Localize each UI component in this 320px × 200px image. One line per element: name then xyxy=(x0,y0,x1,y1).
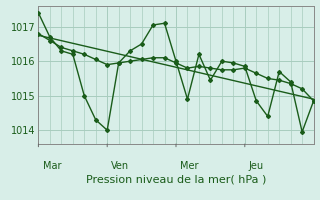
Text: Mar: Mar xyxy=(43,161,61,171)
Text: Mer: Mer xyxy=(180,161,199,171)
Text: Ven: Ven xyxy=(111,161,130,171)
Text: Pression niveau de la mer( hPa ): Pression niveau de la mer( hPa ) xyxy=(86,174,266,184)
Text: Jeu: Jeu xyxy=(249,161,264,171)
